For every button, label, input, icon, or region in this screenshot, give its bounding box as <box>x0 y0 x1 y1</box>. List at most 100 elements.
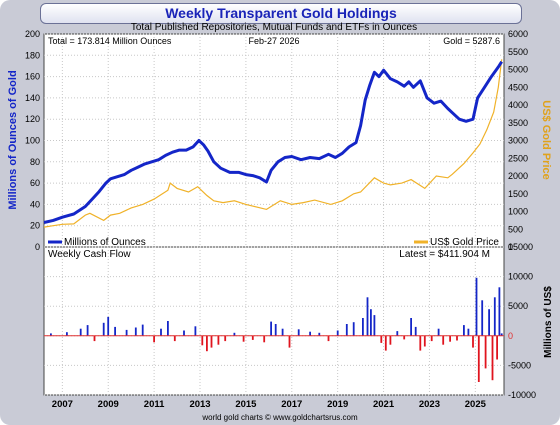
flow-bar-outflow <box>173 335 176 342</box>
flow-bar-outflow <box>430 335 433 342</box>
x-tick-label: 2015 <box>235 399 257 410</box>
right-tick-label: 1000 <box>508 207 528 217</box>
top-grid <box>44 33 504 248</box>
flow-bar-outflow <box>491 335 494 381</box>
flow-bar-inflow <box>167 321 169 336</box>
flow-axis-label: Millions of US$ <box>543 286 554 358</box>
x-tick-label: 2025 <box>465 399 487 410</box>
flow-bar-outflow <box>384 335 387 351</box>
flow-bar-outflow <box>477 335 480 382</box>
flow-bar-inflow <box>481 300 484 336</box>
flow-bar-outflow <box>242 335 245 342</box>
flow-bar-inflow <box>318 332 321 336</box>
flow-tick-label: 5000 <box>508 301 528 311</box>
flow-bar-inflow <box>345 324 348 336</box>
flow-bar-outflow <box>93 335 96 342</box>
flow-bar-inflow <box>102 322 105 336</box>
series-line-holdings <box>43 60 503 224</box>
legend-label-holdings: Millions of Ounces <box>64 237 146 248</box>
flow-bar-inflow <box>373 315 376 336</box>
right-tick-label: 0 <box>508 242 513 252</box>
right-tick-label: 2000 <box>508 171 528 181</box>
flow-bar-outflow <box>389 335 392 345</box>
flow-bar-inflow <box>437 328 440 336</box>
flow-bar-inflow <box>493 297 496 336</box>
flow-tick-label: 0 <box>508 331 513 341</box>
right-tick-label: 500 <box>508 224 523 234</box>
left-tick-label: 160 <box>25 72 40 82</box>
flow-bar-outflow <box>403 335 406 340</box>
flow-bar-outflow <box>496 335 498 360</box>
flow-bar-inflow <box>281 328 284 336</box>
flow-bar-outflow <box>449 335 451 342</box>
flow-bar-outflow <box>201 335 204 346</box>
left-tick-label: 0 <box>35 242 40 252</box>
right-tick-label: 3000 <box>508 136 528 146</box>
right-axis-label: US$ Gold Price <box>540 100 552 179</box>
left-tick-label: 180 <box>25 50 40 60</box>
title-box: Weekly Transparent Gold Holdings <box>40 3 522 24</box>
flow-bar-inflow <box>274 324 277 336</box>
flow-bar-inflow <box>134 327 137 336</box>
right-tick-label: 6000 <box>508 29 528 39</box>
left-axis-ticks: 0 20 40 60 80 100 120 140 160 180 200 <box>25 29 40 252</box>
right-tick-label: 4000 <box>508 100 528 110</box>
flow-bar-outflow <box>217 335 220 345</box>
flow-bar-outflow <box>423 335 426 347</box>
left-tick-label: 120 <box>25 114 40 124</box>
flow-bar-outflow <box>442 335 445 345</box>
bottom-grid <box>44 246 504 396</box>
flow-bar-inflow <box>488 309 490 336</box>
bottom-panel <box>43 246 505 396</box>
flow-axis-ticks: 15000 10000 5000 0 -5000 -10000 <box>508 242 536 400</box>
left-axis-label: Millions of Ounces of Gold <box>7 70 19 209</box>
right-tick-label: 5500 <box>508 47 528 57</box>
top-panel <box>43 33 505 248</box>
flow-bar-inflow <box>183 330 185 336</box>
left-tick-label: 60 <box>30 178 40 188</box>
right-tick-label: 4500 <box>508 82 528 92</box>
flow-bar-inflow <box>309 331 311 336</box>
flow-bar-outflow <box>153 335 155 343</box>
flow-bar-outflow <box>419 335 422 351</box>
x-tick-label: 2017 <box>281 399 302 410</box>
cash-flow-bars <box>50 277 503 382</box>
date-annotation: Feb-27 2026 <box>248 36 299 46</box>
x-tick-label: 2021 <box>373 399 395 410</box>
gold-annotation: Gold = 5287.6 <box>443 36 500 46</box>
flow-bar-outflow <box>288 335 291 348</box>
flow-bar-inflow <box>336 330 339 336</box>
x-axis-ticks: 2007 2009 2011 2013 2015 2017 2019 2021 2023 2025 <box>52 399 487 410</box>
flow-bar-outflow <box>327 335 330 342</box>
flow-bar-inflow <box>366 297 369 336</box>
flow-bar-inflow <box>362 318 364 336</box>
x-tick-label: 2009 <box>98 399 119 410</box>
flow-bar-inflow <box>414 326 417 336</box>
right-axis-ticks: 0 500 1000 1500 2000 2500 3000 3500 4000 4500 5000… <box>508 29 528 252</box>
flow-tick-label: -5000 <box>508 360 531 370</box>
flow-tick-label: -10000 <box>508 390 536 400</box>
flow-bar-inflow <box>370 309 372 336</box>
left-tick-label: 100 <box>25 136 40 146</box>
flow-bar-outflow <box>456 335 458 341</box>
flow-bar-inflow <box>125 329 128 336</box>
legend-label-price: US$ Gold Price <box>430 237 499 248</box>
flow-bar-inflow <box>270 321 272 336</box>
flow-bar-outflow <box>263 335 266 343</box>
right-tick-label: 5000 <box>508 65 528 75</box>
left-tick-label: 200 <box>25 29 40 39</box>
flow-bar-inflow <box>79 328 82 336</box>
flow-bar-inflow <box>233 332 236 336</box>
flow-bar-inflow <box>160 328 162 336</box>
flow-bar-inflow <box>194 326 197 336</box>
right-tick-label: 3500 <box>508 118 528 128</box>
chart-title: Weekly Transparent Gold Holdings <box>165 5 397 21</box>
flow-bar-outflow <box>251 335 254 340</box>
x-tick-label: 2019 <box>327 399 348 410</box>
x-tick-label: 2007 <box>52 399 73 410</box>
x-tick-label: 2011 <box>144 399 165 410</box>
total-annotation: Total = 173.814 Million Ounces <box>48 36 172 46</box>
flow-bar-inflow <box>86 325 89 336</box>
left-tick-label: 80 <box>30 157 40 167</box>
